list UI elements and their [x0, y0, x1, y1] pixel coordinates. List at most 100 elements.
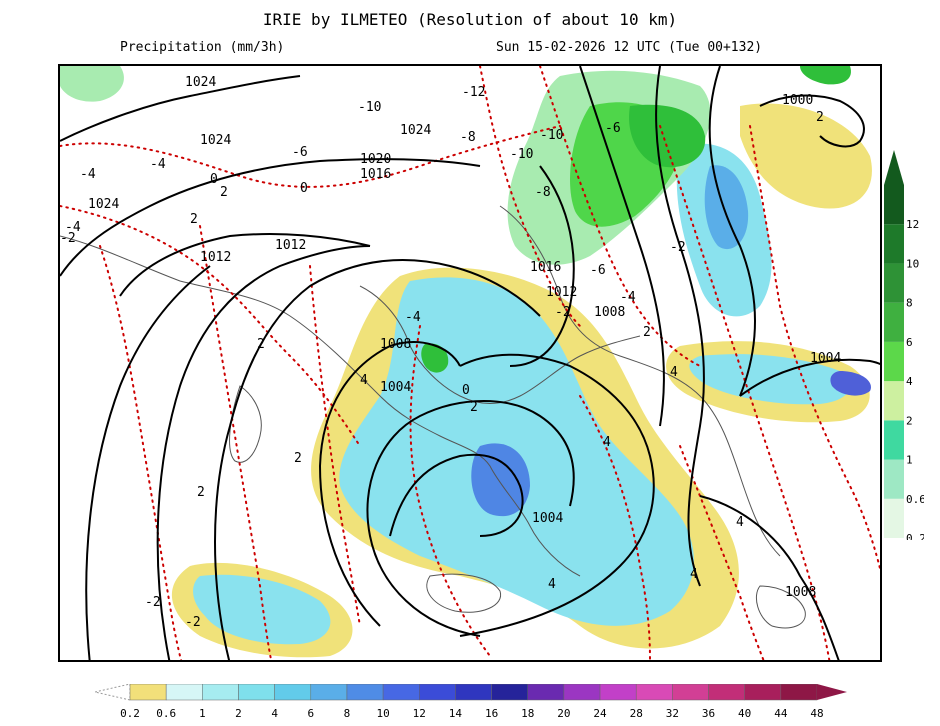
legend-arrow-left-icon	[95, 684, 131, 701]
isobar-line	[759, 94, 865, 148]
coastline-balkan	[499, 205, 781, 557]
isobar-line	[389, 453, 524, 537]
legend-value: 18	[521, 707, 534, 720]
isotherm-line	[60, 205, 361, 447]
isotherm-line	[199, 225, 273, 660]
isobar-label: 1016	[360, 167, 391, 182]
legend-value: 12	[906, 218, 919, 231]
isobar-line	[60, 158, 481, 277]
isotherm-label: -4	[620, 290, 636, 305]
legend-swatch	[780, 684, 818, 701]
isotherm-line	[309, 265, 361, 627]
isobar-line	[85, 265, 211, 660]
legend-value: 8	[906, 297, 913, 310]
isobar-label: 1020	[360, 152, 391, 167]
isobar-line	[156, 245, 371, 660]
rain-moderate-area-east	[689, 354, 851, 405]
chart-title: IRIE by ILMETEO (Resolution of about 10 …	[262, 10, 678, 29]
isotherm-label: 2	[220, 185, 228, 200]
isotherm-label: 4	[690, 567, 698, 582]
legend-swatch	[884, 341, 904, 382]
coastline-crete	[756, 585, 806, 629]
isotherm-label: 0	[300, 181, 308, 196]
legend-value: 28	[630, 707, 643, 720]
valid-time-label: Sun 15-02-2026 12 UTC (Tue 00+132)	[496, 40, 763, 55]
snow-northeast	[800, 66, 851, 85]
legend-value: 14	[449, 707, 463, 720]
isobars	[60, 66, 880, 660]
isobar-label: 1004	[532, 511, 563, 526]
legend-value: 6	[906, 336, 913, 349]
isobar-label: 1024	[200, 133, 231, 148]
legend-value: 10	[376, 707, 389, 720]
legend-swatch	[274, 684, 312, 701]
legend-arrow-up-icon	[884, 150, 904, 185]
rain-heavy-cell-east	[830, 371, 871, 396]
precip-legend-labels: 0.2 0.6 1 2 4 6 8 10 12 14 16 18 20 24 28 32 36 40 44 48	[120, 707, 824, 720]
isotherm-label: -4	[405, 310, 421, 325]
isotherm-label: 2	[816, 110, 824, 125]
isotherm-line	[409, 325, 491, 657]
isobar-label: 1024	[185, 75, 216, 90]
isotherm-label: 2	[197, 485, 205, 500]
legend-value: 0.6	[156, 707, 176, 720]
snow-northwest	[60, 66, 124, 102]
snow-heavy-area	[629, 104, 706, 168]
forecast-map: 1024 1024 1024 1024 1020 1016 1016 1012 …	[58, 64, 882, 662]
isotherm-label: 2	[257, 337, 265, 352]
legend-swatch	[884, 420, 904, 460]
isobar-line	[509, 165, 575, 367]
isobar-label: 1012	[200, 250, 231, 265]
isotherm-label: -4	[80, 167, 96, 182]
isobar-label: 1008	[785, 585, 816, 600]
isotherm-label: -2	[185, 615, 201, 630]
legend-value: 2	[235, 707, 242, 720]
coastline-adriatic	[359, 285, 641, 404]
isobar-line	[214, 259, 541, 660]
legend-swatch	[884, 381, 904, 421]
legend-value: 36	[702, 707, 715, 720]
legend-swatch	[884, 263, 904, 303]
isotherm-label: 0	[462, 383, 470, 398]
legend-value: 1	[906, 454, 913, 467]
precip-legend: 0.2 0.6 1 2 4 6 8 10 12 14 16 18 20 24 28 32 36 40 44 48	[95, 684, 847, 720]
isobar-line	[699, 495, 840, 660]
isotherm-label: -6	[292, 145, 308, 160]
isotherm-label: -12	[462, 85, 485, 100]
legend-swatch	[129, 684, 167, 701]
legend-value: 48	[810, 707, 823, 720]
isobar-line	[739, 358, 880, 397]
isotherm-label: -6	[590, 263, 606, 278]
legend-swatch	[744, 684, 782, 701]
isotherm-label: -10	[510, 147, 533, 162]
legend-value: 12	[413, 707, 426, 720]
isotherm-line	[479, 66, 581, 327]
legend-swatch	[884, 185, 904, 225]
isobar-line	[119, 233, 371, 297]
isotherm-line	[60, 125, 561, 188]
isotherm-label: 0	[210, 172, 218, 187]
isotherm-line	[679, 445, 765, 660]
legend-swatch	[884, 302, 904, 342]
legend-value: 1	[199, 707, 206, 720]
legend-swatch	[563, 684, 601, 701]
legend-swatch	[202, 684, 239, 701]
isobar-line	[708, 66, 756, 397]
isotherm-label: 2	[643, 325, 651, 340]
legend-swatch	[419, 684, 456, 701]
legend-swatch	[884, 498, 904, 538]
legend-swatch	[527, 684, 565, 701]
isobar-label: 1012	[275, 238, 306, 253]
isotherm-label: 4	[603, 435, 611, 450]
rain-moderate-area-south	[193, 574, 331, 645]
legend-value: 0.6	[906, 493, 924, 506]
isobar-label: 1004	[380, 380, 411, 395]
isotherm-label: 2	[294, 451, 302, 466]
isotherm-line	[659, 125, 831, 660]
isobar-line	[579, 66, 665, 427]
isotherm-label: -4	[65, 220, 81, 235]
isobar-line	[366, 400, 575, 637]
isobar-label: 1008	[594, 305, 625, 320]
isotherm-label: -8	[535, 185, 551, 200]
